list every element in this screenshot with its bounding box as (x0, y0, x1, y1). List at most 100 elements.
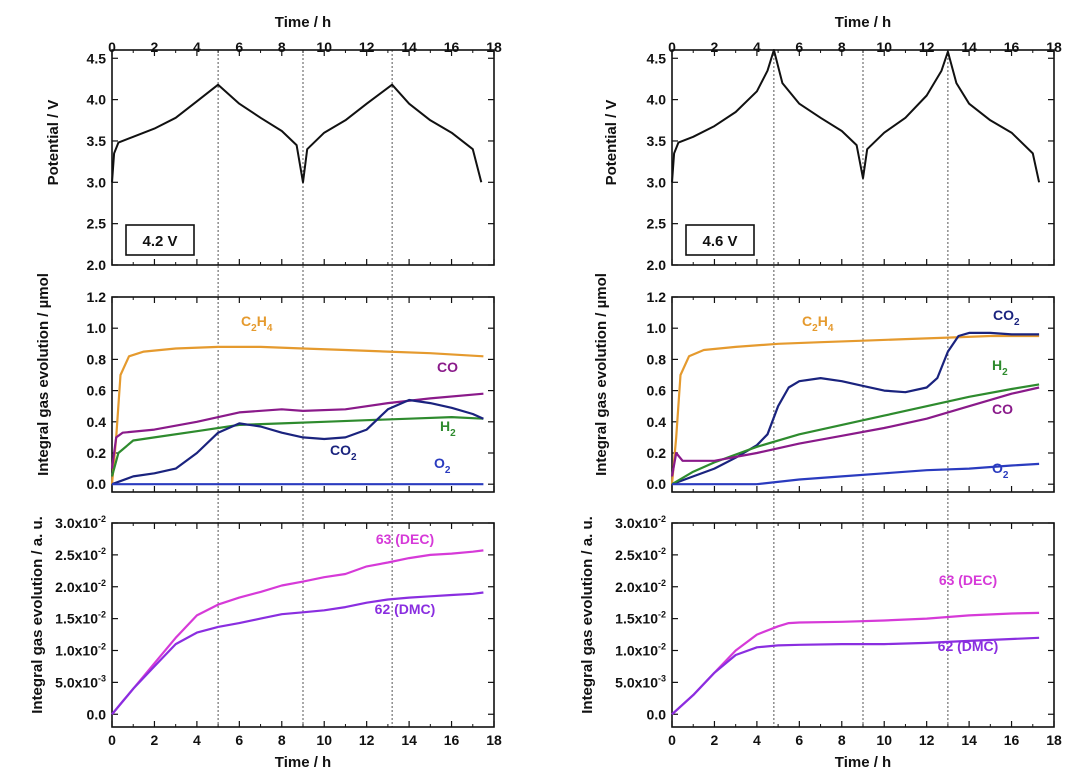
ms-y-axis-title: Integral gas evolution / a. u. (579, 516, 596, 714)
gas-series-label-o2: O2 (434, 455, 451, 476)
x-tick-label-bottom: 2 (711, 732, 719, 748)
x-tick-label-top: 12 (359, 39, 375, 55)
x-axis-title-bottom: Time / h (275, 754, 331, 771)
x-tick-label-bottom: 18 (1046, 732, 1062, 748)
x-tick-label-top: 6 (795, 39, 803, 55)
y-tick-label: 0.0 (647, 476, 667, 492)
gas-y-axis-title: Integral gas evolution / µmol (35, 273, 52, 476)
x-tick-label-bottom: 8 (838, 732, 846, 748)
x-tick-label-top: 0 (668, 39, 676, 55)
x-tick-label-bottom: 12 (919, 732, 935, 748)
x-tick-label-bottom: 4 (193, 732, 201, 748)
y-tick-label: 0.0 (647, 706, 667, 722)
ms-series-label-63-dec-: 63 (DEC) (376, 531, 434, 547)
y-tick-label: 2.5 (647, 216, 667, 232)
y-tick-label: 3.5 (87, 133, 107, 149)
gas-y-axis-title: Integral gas evolution / µmol (593, 273, 610, 476)
gas-series-label-co: CO (992, 401, 1013, 417)
y-tick-label: 2.0x10-2 (55, 578, 106, 595)
y-tick-label: 3.0x10-2 (615, 514, 666, 531)
y-tick-label: 1.0x10-2 (615, 642, 666, 659)
x-tick-label-top: 2 (151, 39, 159, 55)
voltage-box (685, 224, 755, 256)
x-tick-label-bottom: 0 (108, 732, 116, 748)
y-tick-label: 1.5x10-2 (55, 610, 106, 627)
y-tick-label: 1.2 (647, 289, 667, 305)
gas-series-label-c2h4: C2H4 (802, 313, 834, 334)
x-tick-label-bottom: 0 (668, 732, 676, 748)
gas-series-c2h4 (670, 334, 1040, 485)
y-tick-label: 5.0x10-3 (55, 673, 106, 690)
y-tick-label: 1.5x10-2 (615, 610, 666, 627)
y-tick-label: 2.0 (647, 257, 667, 273)
y-tick-label: 0.6 (647, 383, 667, 399)
y-tick-label: 4.0 (87, 92, 107, 108)
ms-series-label-62-dmc-: 62 (DMC) (375, 601, 436, 617)
x-tick-label-top: 18 (1046, 39, 1062, 55)
ms-series-62-dmc- (111, 591, 484, 716)
gas-series-label-h2: H2 (440, 418, 456, 439)
x-tick-label-bottom: 14 (401, 732, 417, 748)
potential-series-potential (671, 49, 1041, 183)
x-tick-label-top: 4 (193, 39, 201, 55)
x-tick-label-bottom: 18 (486, 732, 502, 748)
gas-series-label-co2: CO2 (993, 307, 1020, 328)
y-tick-label: 3.0x10-2 (55, 514, 106, 531)
x-tick-label-bottom: 14 (961, 732, 977, 748)
x-tick-label-top: 8 (278, 39, 286, 55)
x-tick-label-top: 12 (919, 39, 935, 55)
left-figure-panel: Time / h 0 2 4 6 8 10 12 14 16 18 0 2 4 6 8 10 12 14 16 18 Ti… (29, 14, 502, 771)
x-tick-label-top: 4 (753, 39, 761, 55)
y-tick-label: 2.0x10-2 (615, 578, 666, 595)
x-tick-label-bottom: 4 (753, 732, 761, 748)
x-tick-label-bottom: 10 (876, 732, 892, 748)
y-tick-label: 1.0 (87, 320, 107, 336)
y-tick-label: 0.2 (87, 445, 107, 461)
gas-series-h2 (110, 416, 484, 477)
ms-series-label-63-dec-: 63 (DEC) (939, 572, 997, 588)
y-tick-label: 0.0 (87, 476, 107, 492)
ms-series-63-dec- (111, 549, 484, 716)
y-tick-label: 1.0 (647, 320, 667, 336)
voltage-box-label: 4.6 V (702, 233, 737, 250)
gas-series-h2 (671, 383, 1040, 486)
y-tick-label: 4.5 (647, 50, 667, 66)
x-tick-label-top: 18 (486, 39, 502, 55)
x-axis-title-bottom: Time / h (835, 754, 891, 771)
x-axis-title-top: Time / h (835, 14, 891, 31)
x-tick-label-top: 10 (316, 39, 332, 55)
y-tick-label: 1.2 (87, 289, 107, 305)
x-axis-title-top: Time / h (275, 14, 331, 31)
potential-y-axis-title: Potential / V (603, 100, 620, 186)
x-tick-label-top: 14 (401, 39, 417, 55)
y-tick-label: 2.5 (87, 216, 107, 232)
y-tick-label: 0.8 (87, 351, 107, 367)
y-tick-label: 2.5x10-2 (615, 546, 666, 563)
gas-series-c2h4 (110, 345, 484, 485)
potential-y-axis-title: Potential / V (45, 100, 62, 186)
voltage-box-label: 4.2 V (142, 233, 177, 250)
x-tick-label-bottom: 6 (795, 732, 803, 748)
ms-y-axis-title: Integral gas evolution / a. u. (29, 516, 46, 714)
voltage-box (125, 224, 195, 256)
ms-series-62-dmc- (671, 636, 1040, 716)
x-tick-label-bottom: 6 (235, 732, 243, 748)
y-tick-label: 0.2 (647, 445, 667, 461)
x-tick-label-top: 14 (961, 39, 977, 55)
y-tick-label: 5.0x10-3 (615, 673, 666, 690)
right-figure-panel: Time / h 0 2 4 6 8 10 12 14 16 18 0 2 4 6 8 10 12 14 16 18 Ti… (579, 14, 1062, 771)
gas-series-label-o2: O2 (992, 460, 1009, 481)
y-tick-label: 0.4 (87, 414, 107, 430)
gas-series-label-co2: CO2 (330, 442, 357, 463)
x-tick-label-top: 16 (444, 39, 460, 55)
y-tick-label: 0.8 (647, 351, 667, 367)
y-tick-label: 1.0x10-2 (55, 642, 106, 659)
x-tick-label-top: 6 (235, 39, 243, 55)
gas-series-co (670, 386, 1040, 477)
ms-series-label-62-dmc-: 62 (DMC) (938, 638, 999, 654)
y-tick-label: 4.5 (87, 50, 107, 66)
y-tick-label: 3.0 (647, 174, 667, 190)
x-tick-label-bottom: 10 (316, 732, 332, 748)
x-tick-label-bottom: 16 (444, 732, 460, 748)
